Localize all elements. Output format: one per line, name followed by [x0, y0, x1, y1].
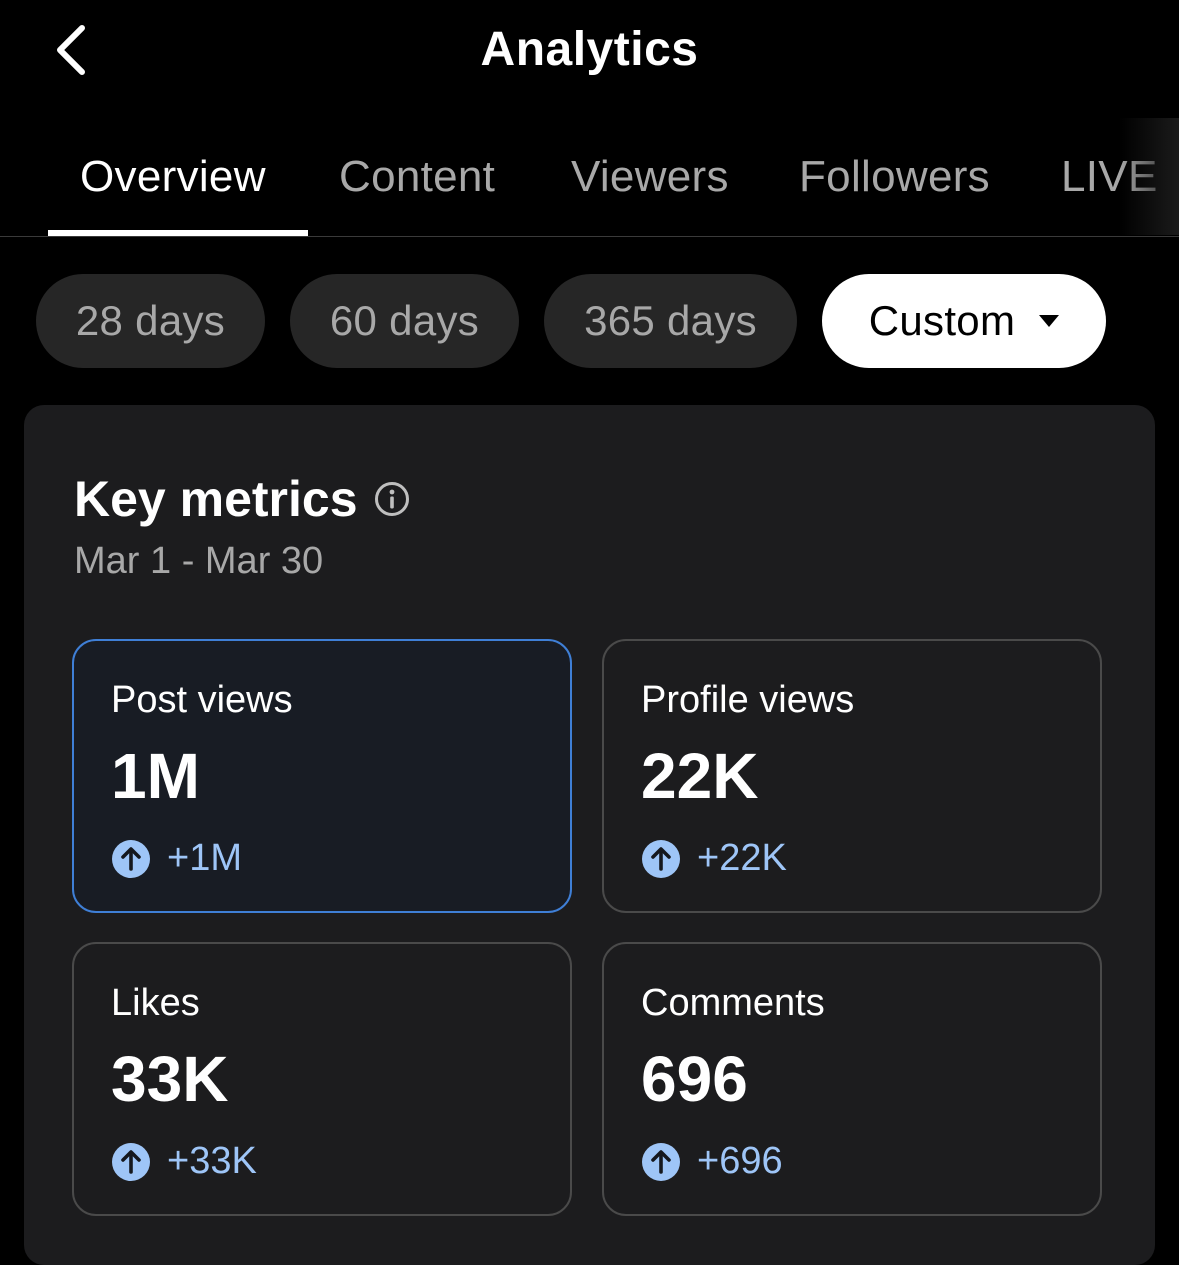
- metric-label: Post views: [111, 679, 293, 721]
- filter-label: 365 days: [584, 297, 757, 344]
- metric-change-value: +33K: [167, 1140, 257, 1182]
- metric-change: +696: [641, 1140, 783, 1183]
- header-bar: Analytics: [0, 0, 1179, 110]
- metric-post-views[interactable]: Post views 1M +1M: [72, 639, 572, 913]
- chevron-left-icon: [57, 25, 85, 75]
- arrow-up-circle-icon: [641, 1142, 681, 1182]
- filter-28-days[interactable]: 28 days: [36, 274, 265, 368]
- metric-label: Comments: [641, 982, 825, 1024]
- filter-60-days[interactable]: 60 days: [290, 274, 519, 368]
- metric-value: 22K: [641, 740, 759, 812]
- arrow-up-circle-icon: [111, 839, 151, 879]
- metric-change-value: +696: [697, 1140, 783, 1182]
- back-button[interactable]: [40, 18, 100, 82]
- arrow-up-circle-icon: [641, 839, 681, 879]
- metric-change-value: +1M: [167, 837, 242, 879]
- active-tab-indicator: [48, 230, 308, 236]
- metric-change: +22K: [641, 837, 787, 880]
- tab-overview[interactable]: Overview: [80, 152, 266, 201]
- metric-change: +33K: [111, 1140, 257, 1183]
- tabs-scroll-fade: [1119, 118, 1179, 235]
- filter-label: Custom: [868, 297, 1016, 344]
- metric-value: 33K: [111, 1043, 229, 1115]
- metric-comments[interactable]: Comments 696 +696: [602, 942, 1102, 1216]
- filter-label: 60 days: [329, 297, 480, 344]
- metric-change-value: +22K: [697, 837, 787, 879]
- metric-profile-views[interactable]: Profile views 22K +22K: [602, 639, 1102, 913]
- filter-label: 28 days: [75, 297, 226, 344]
- metric-value: 696: [641, 1043, 748, 1115]
- metric-label: Profile views: [641, 679, 855, 721]
- metric-label: Likes: [111, 982, 200, 1024]
- tab-content[interactable]: Content: [339, 152, 496, 201]
- date-range: Mar 1 - Mar 30: [74, 540, 324, 582]
- filter-365-days[interactable]: 365 days: [544, 274, 797, 368]
- arrow-up-circle-icon: [111, 1142, 151, 1182]
- tab-bar: Overview Content Viewers Followers LIVE: [0, 118, 1179, 237]
- metric-likes[interactable]: Likes 33K +33K: [72, 942, 572, 1216]
- key-metrics-heading: Key metrics: [74, 470, 410, 528]
- filter-custom[interactable]: Custom: [822, 274, 1106, 368]
- page-title: Analytics: [480, 23, 699, 76]
- tab-followers[interactable]: Followers: [799, 152, 990, 201]
- section-title: Key metrics: [74, 471, 358, 527]
- metric-change: +1M: [111, 837, 242, 880]
- info-icon[interactable]: [374, 481, 410, 517]
- tab-viewers[interactable]: Viewers: [571, 152, 729, 201]
- caret-down-icon: [1039, 315, 1060, 327]
- metric-value: 1M: [111, 740, 200, 812]
